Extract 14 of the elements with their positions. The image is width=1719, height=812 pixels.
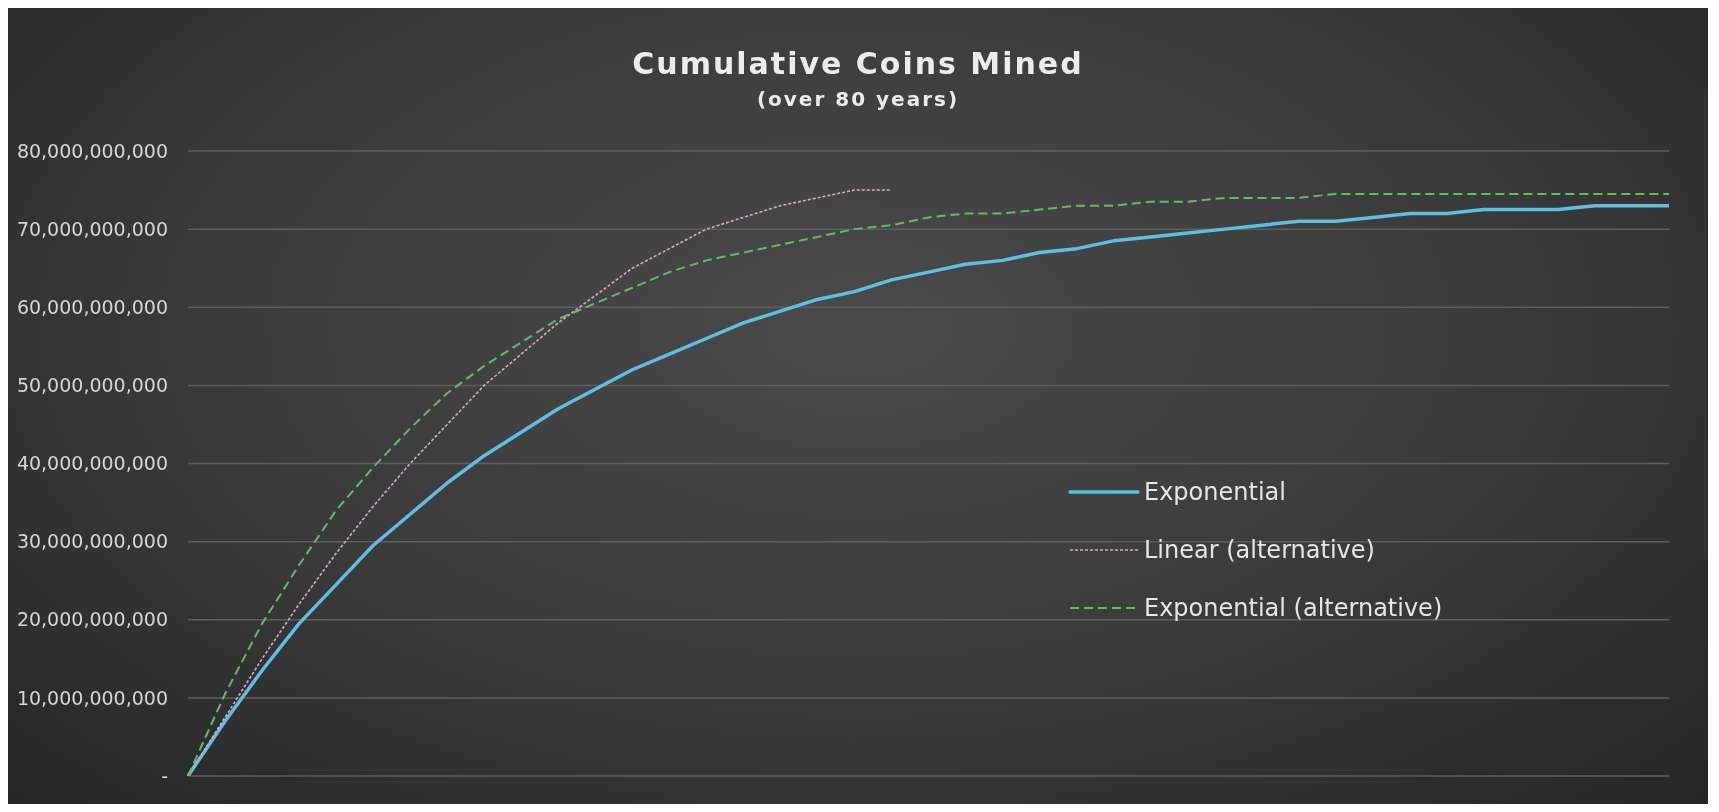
chart-subtitle: (over 80 years) [755, 87, 961, 111]
y-tick-label: 50,000,000,000 [16, 374, 168, 397]
y-tick-label: 80,000,000,000 [16, 139, 168, 162]
y-tick-label: 40,000,000,000 [16, 452, 168, 475]
y-tick-label: 60,000,000,000 [16, 295, 168, 318]
legend-label: Exponential [1144, 478, 1286, 506]
y-tick-label: 20,000,000,000 [16, 608, 168, 631]
y-tick-label: - [161, 764, 168, 787]
y-tick-label: 70,000,000,000 [16, 217, 168, 240]
legend-label: Exponential (alternative) [1144, 594, 1443, 622]
legend-label: Linear (alternative) [1144, 536, 1375, 564]
y-tick-label: 10,000,000,000 [16, 686, 168, 709]
chart-title: Cumulative Coins Mined [631, 46, 1085, 81]
y-tick-label: 30,000,000,000 [16, 530, 168, 553]
